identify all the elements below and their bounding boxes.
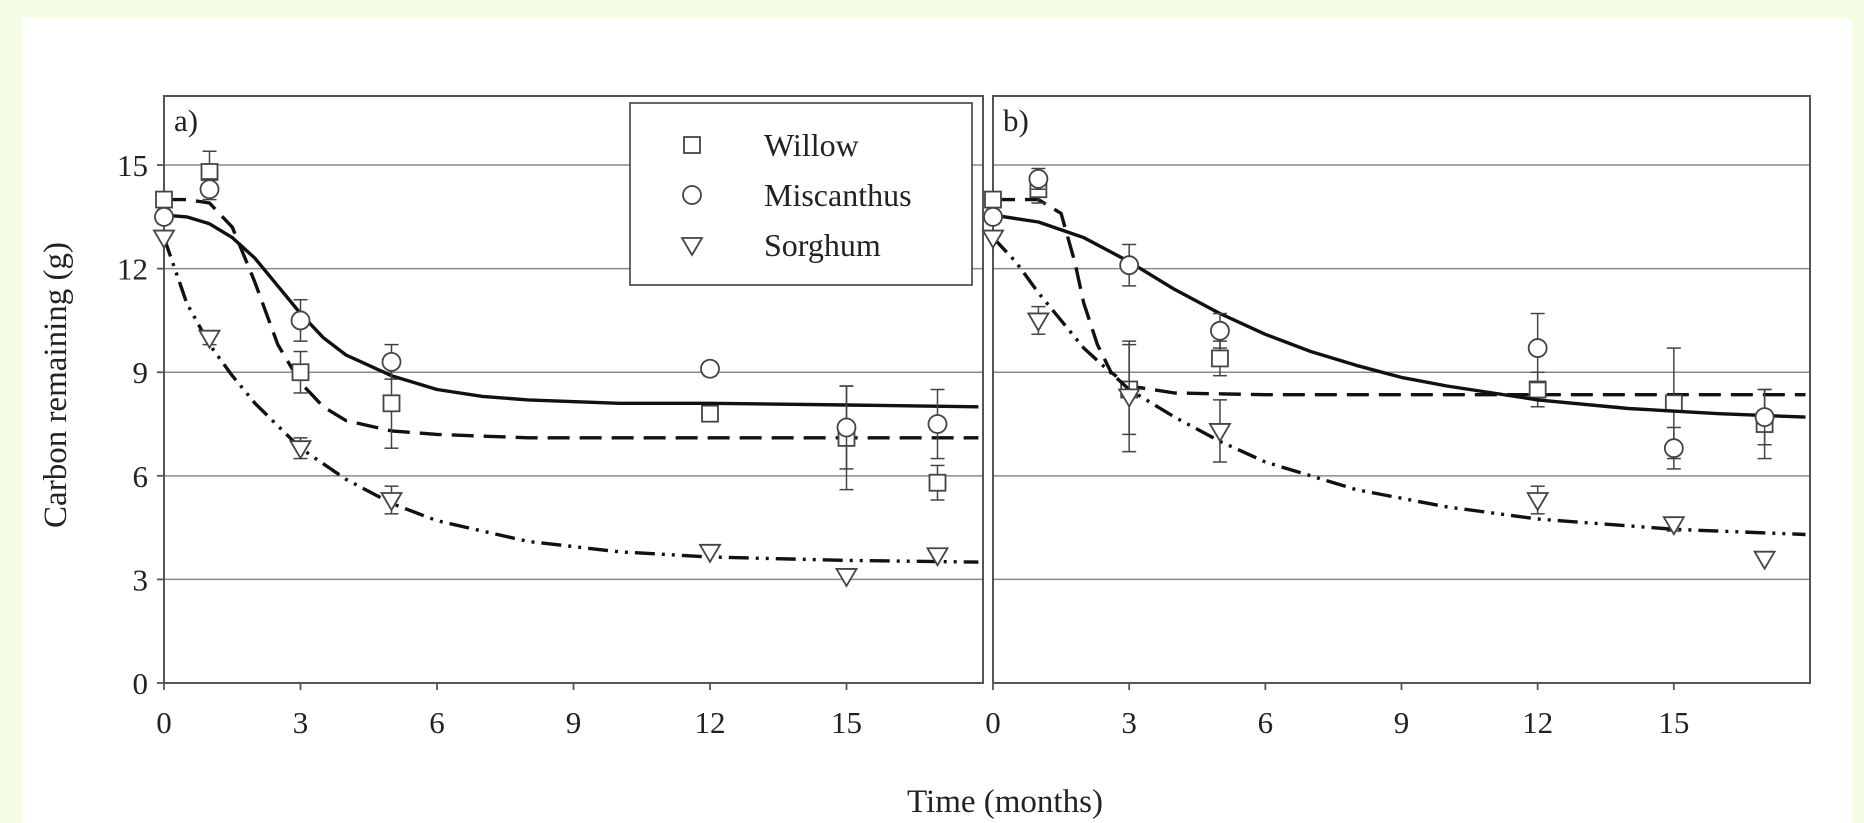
- legend-label-miscanthus: Miscanthus: [764, 177, 912, 213]
- sorghum-point: [1208, 423, 1232, 443]
- panel-a: 0 3 6 9 12 15 0 3 6 9 12 15 a): [117, 95, 984, 740]
- x-tick-label: 6: [429, 705, 445, 740]
- willow-point: [984, 190, 1002, 209]
- y-tick-label: 3: [133, 562, 149, 597]
- legend-label-willow: Willow: [764, 127, 859, 163]
- x-tick-label: 15: [831, 705, 862, 740]
- legend-marker-sorghum: [680, 237, 704, 257]
- miscanthus-point: [927, 414, 948, 434]
- sorghum-point: [152, 229, 176, 250]
- x-tick-label: 0: [985, 705, 1001, 740]
- miscanthus-point: [983, 206, 1003, 227]
- x-tick-label: 3: [293, 705, 309, 740]
- x-tick-label: 12: [695, 705, 726, 740]
- willow-point: [291, 363, 310, 382]
- sorghum-point: [1662, 516, 1686, 536]
- willow-point: [1664, 394, 1683, 413]
- willow-fit-line: [164, 197, 979, 440]
- miscanthus-point: [1663, 438, 1684, 459]
- willow-point: [155, 190, 173, 209]
- sorghum-point: [288, 440, 313, 460]
- sorghum-point: [698, 543, 722, 564]
- sorghum-point: [981, 229, 1005, 250]
- legend: Willow Miscanthus Sorghum: [629, 102, 973, 286]
- miscanthus-point: [381, 351, 402, 372]
- willow-point: [701, 404, 719, 423]
- miscanthus-point: [1028, 168, 1049, 189]
- legend-marker-willow: [683, 136, 701, 154]
- y-tick-label: 9: [133, 355, 149, 390]
- sorghum-fit-line: [162, 237, 979, 564]
- miscanthus-point: [290, 310, 311, 331]
- willow-point: [382, 394, 401, 413]
- miscanthus-fit-line: [992, 213, 1806, 419]
- sorghum-point: [1026, 312, 1050, 333]
- panel-label: a): [174, 103, 198, 138]
- x-tick-label: 9: [1394, 705, 1410, 740]
- sorghum-point: [925, 547, 950, 568]
- x-tick-label: 12: [1522, 705, 1553, 740]
- willow-point: [200, 163, 219, 181]
- legend-marker-miscanthus: [682, 185, 702, 205]
- y-tick-label: 0: [133, 666, 149, 701]
- sorghum-point: [1753, 550, 1777, 571]
- y-axis-label: Carbon remaining (g): [38, 242, 74, 528]
- legend-label-sorghum: Sorghum: [764, 227, 881, 263]
- sorghum-point: [1117, 388, 1141, 409]
- willow-point: [1528, 380, 1547, 399]
- x-tick-label: 6: [1258, 705, 1274, 740]
- sorghum-point: [197, 329, 222, 350]
- miscanthus-point: [1210, 320, 1230, 341]
- y-tick-label: 15: [117, 148, 148, 183]
- y-tick-label: 12: [117, 252, 148, 287]
- sorghum-point: [379, 492, 404, 512]
- x-tick-label: 15: [1658, 705, 1689, 740]
- willow-point: [1211, 349, 1229, 368]
- miscanthus-point: [700, 358, 720, 379]
- miscanthus-fit-line: [163, 213, 979, 409]
- miscanthus-point: [836, 417, 857, 438]
- miscanthus-point: [1527, 338, 1548, 358]
- willow-point: [928, 473, 947, 492]
- x-tick-label: 3: [1121, 705, 1137, 740]
- panel-b: 0 3 6 9 12 15 b): [981, 95, 1811, 740]
- sorghum-point: [834, 568, 859, 588]
- sorghum-point: [1526, 492, 1550, 512]
- x-tick-label: 9: [566, 705, 582, 740]
- panel-label: b): [1003, 103, 1029, 138]
- miscanthus-point: [1754, 407, 1775, 428]
- y-tick-label: 6: [133, 459, 149, 494]
- miscanthus-point: [154, 206, 174, 227]
- x-tick-label: 0: [156, 705, 172, 740]
- miscanthus-point: [199, 179, 220, 200]
- miscanthus-point: [1119, 255, 1140, 276]
- x-axis-label: Time (months): [907, 784, 1103, 820]
